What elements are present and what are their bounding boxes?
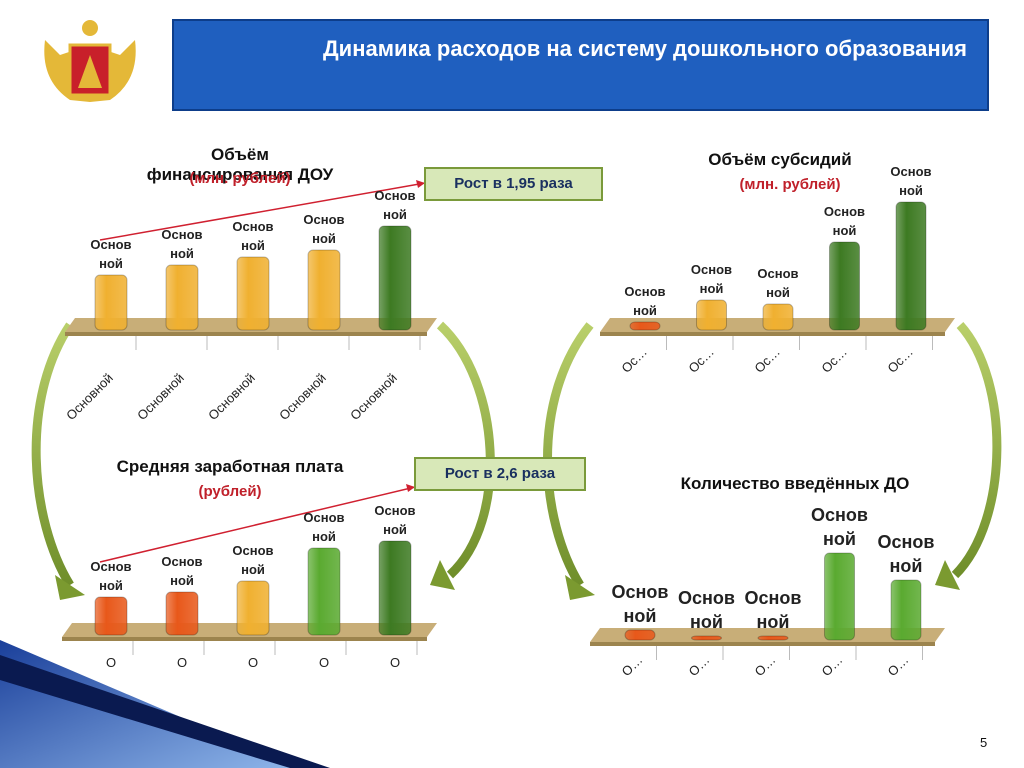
flow-arrow-head — [55, 575, 85, 600]
flow-arrow-head — [935, 560, 960, 590]
data-label: Основной — [877, 532, 935, 576]
flow-arrow — [31, 322, 74, 588]
bar — [757, 635, 789, 641]
bar — [629, 321, 661, 331]
chart-subtitle: (млн. рублей) — [189, 170, 291, 187]
data-label: Основной — [90, 237, 132, 271]
x-tick-label: О — [390, 655, 401, 670]
data-label: Основной — [744, 588, 802, 632]
bar — [890, 579, 922, 641]
page-number: 5 — [980, 735, 988, 750]
data-label: Основной — [374, 503, 416, 537]
growth-arrow-head — [406, 484, 415, 492]
bar — [94, 274, 128, 331]
header-box — [172, 19, 989, 111]
data-label: Основной — [811, 505, 868, 549]
bar — [762, 303, 794, 331]
data-label: Основной — [232, 543, 274, 577]
data-label: Основной — [823, 204, 866, 238]
data-label: Основной — [611, 582, 669, 626]
growth-box — [414, 457, 586, 491]
chart-title: Средняя заработная плата — [116, 457, 344, 476]
chart-title: Объём финансирования ДОУ — [146, 145, 334, 184]
x-tick-label: О — [319, 655, 330, 670]
emblem — [44, 20, 136, 102]
data-label: Основной — [890, 164, 932, 198]
growth-box — [424, 167, 603, 201]
bar — [378, 225, 412, 331]
bar — [165, 264, 199, 331]
flow-arrow-head — [565, 575, 595, 600]
data-label: Основной — [90, 559, 132, 593]
data-label: Основной — [161, 554, 203, 588]
data-label: Основной — [303, 510, 345, 544]
bar — [307, 547, 341, 636]
bar — [94, 596, 128, 636]
growth-arrow — [99, 486, 416, 563]
flow-arrow-head — [430, 560, 455, 590]
chart-title: Объём субсидий — [708, 150, 852, 169]
data-label: Основной — [678, 588, 735, 632]
bar — [696, 299, 727, 331]
growth-arrow-head — [416, 180, 425, 188]
growth-arrow — [99, 182, 426, 241]
bar — [829, 241, 860, 331]
chart-subtitle: (млн. рублей) — [739, 176, 841, 193]
floor-front — [590, 642, 935, 646]
data-label: Основной — [757, 266, 799, 300]
bar — [307, 249, 341, 331]
floor — [590, 628, 945, 642]
bar — [691, 635, 722, 641]
bar — [378, 540, 412, 636]
header-title: Динамика расходов на систему дошкольного… — [323, 36, 967, 61]
bar — [236, 256, 270, 331]
floor-front — [65, 332, 427, 336]
flow-arrow — [543, 322, 594, 588]
data-label: Основной — [690, 262, 733, 296]
chart-title: Количество введённых ДО — [680, 474, 910, 493]
x-tick-label: О — [177, 655, 188, 670]
flow-arrow — [951, 321, 1002, 579]
flow-arrow — [436, 321, 495, 579]
chart-subtitle: (рублей) — [198, 483, 262, 500]
floor-front — [600, 332, 945, 336]
decor-stripe — [0, 655, 330, 768]
bar — [236, 580, 270, 636]
data-label: Основной — [232, 219, 274, 253]
growth-label: Рост в 2,6 раза — [444, 465, 556, 482]
bar — [165, 591, 199, 636]
floor-front — [62, 637, 427, 641]
growth-label: Рост в 1,95 раза — [454, 175, 573, 192]
bar — [824, 552, 855, 641]
data-label: Основной — [374, 188, 416, 222]
data-label: Основной — [624, 284, 666, 318]
data-label: Основной — [303, 212, 345, 246]
bar — [624, 629, 656, 641]
data-label: Основной — [161, 227, 203, 261]
x-tick-label: О — [106, 655, 117, 670]
x-tick-label: О — [248, 655, 259, 670]
bar — [895, 201, 927, 331]
